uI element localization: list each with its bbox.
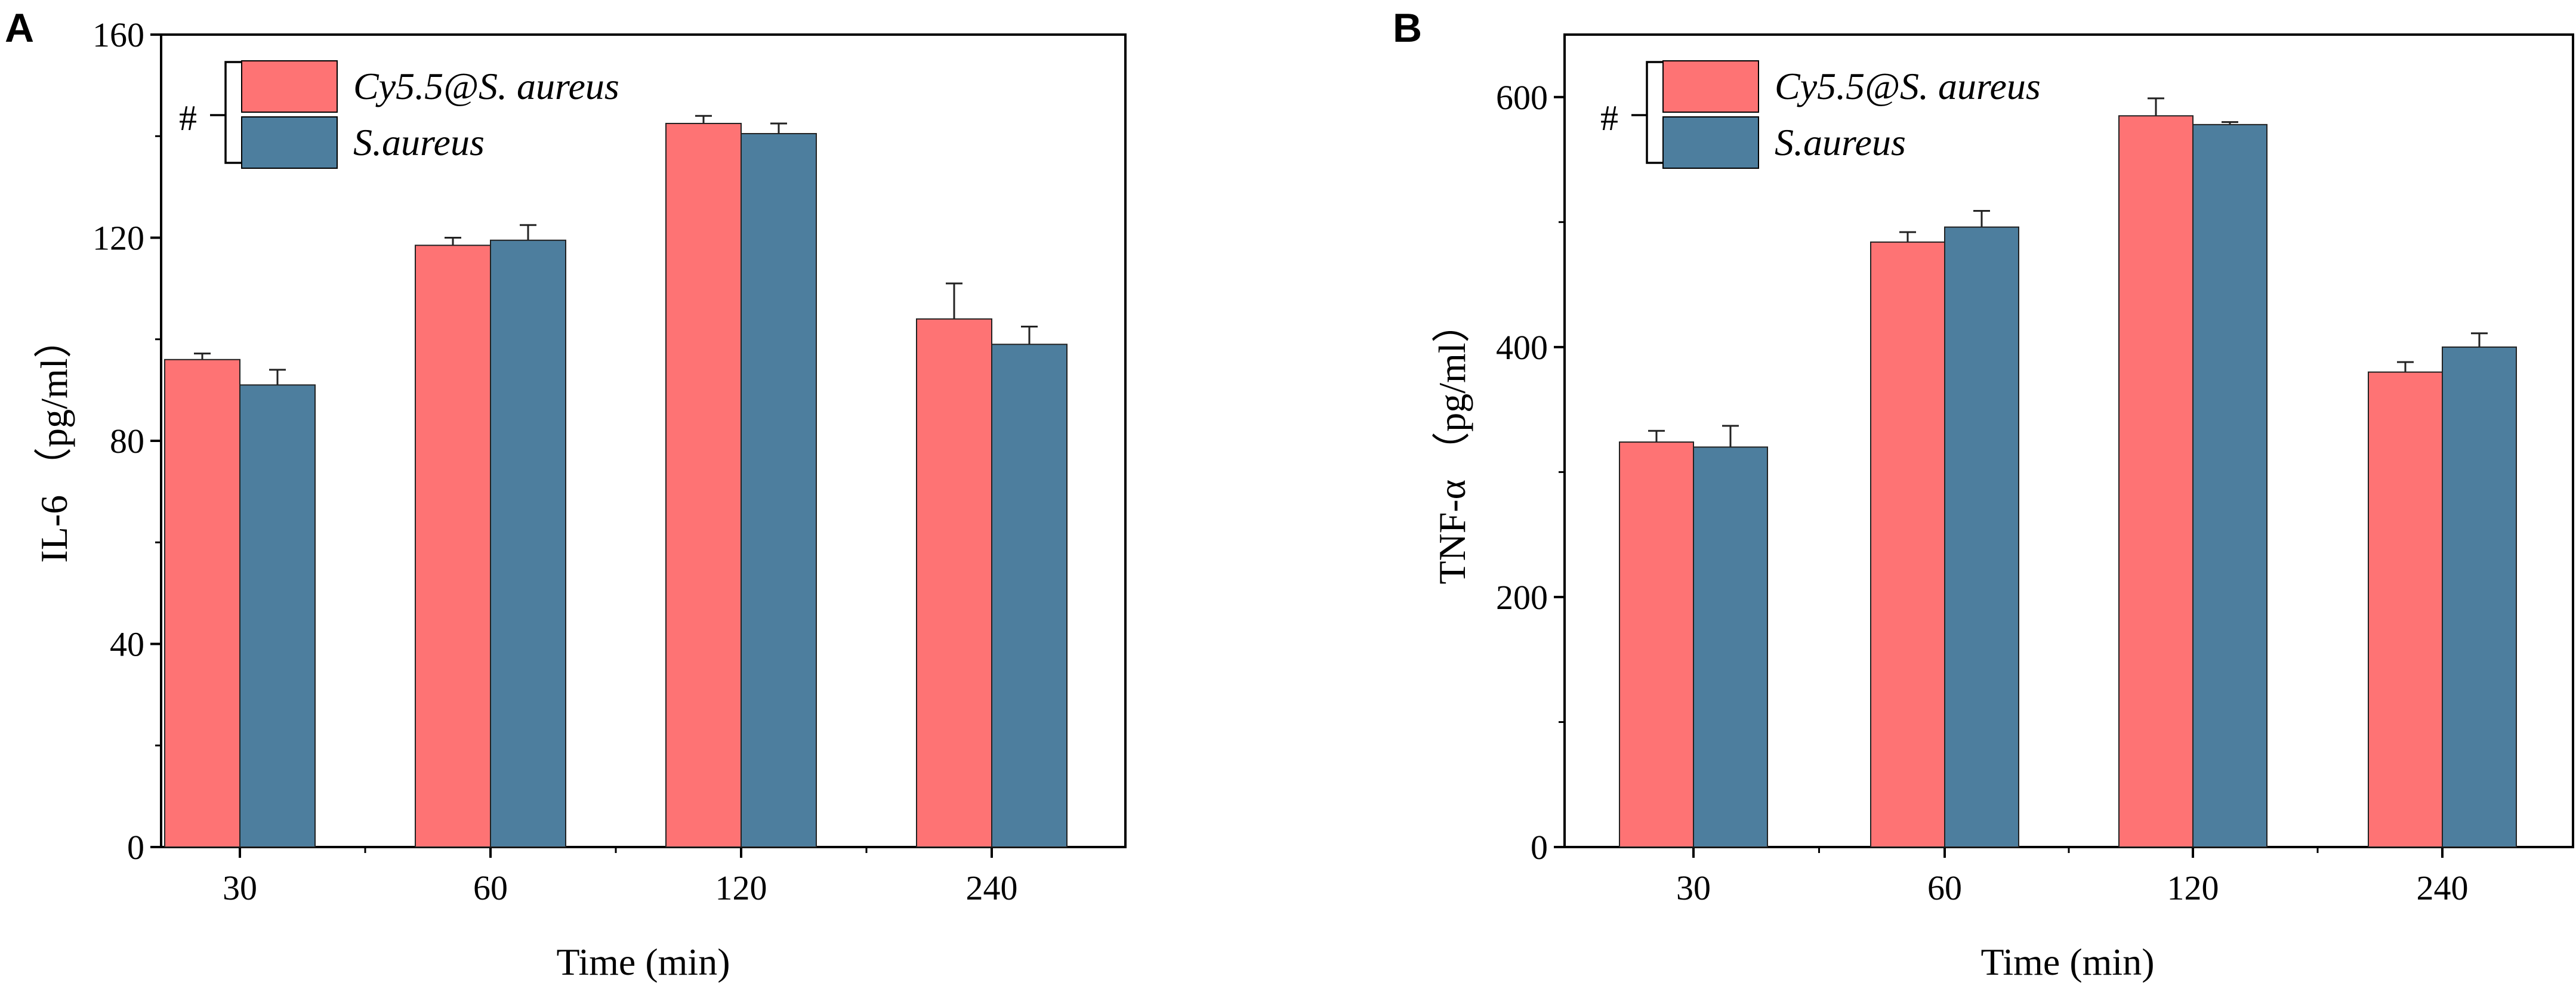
y-axis-ticks: 0 40 80 120 160: [92, 16, 161, 867]
legend-swatch-series-2: [241, 116, 338, 169]
bar-series-1-120: [2118, 115, 2194, 848]
bar-series-1-60: [1870, 241, 1945, 848]
bar-series-1-240: [2368, 371, 2443, 848]
x-tick-label: 240: [966, 869, 1018, 907]
bar-series-1-60: [415, 245, 491, 848]
x-tick-label: 30: [223, 869, 257, 907]
x-axis-ticks: 30 60 120 240: [1676, 847, 2469, 907]
legend-swatch-series-1: [241, 60, 338, 113]
legend-label-series-2: S.aureus: [1775, 121, 1906, 163]
legend-label-series-1: Cy5.5@S. aureus: [1775, 65, 2041, 107]
y-tick-label: 200: [1496, 578, 1548, 617]
y-axis-ticks: 0 200 400 600: [1496, 78, 1565, 867]
bar-series-2-60: [490, 239, 566, 848]
x-tick-label: 120: [2167, 869, 2219, 907]
chart-panel-a: A 0 40 80 120 160 30 60 120 240 IL-6 （pg/ml） Ti…: [5, 5, 1127, 983]
y-axis-title: IL-6 （pg/ml）: [33, 320, 75, 563]
y-tick-label: 40: [110, 625, 144, 664]
bars: [164, 122, 1068, 848]
y-tick-label: 120: [92, 219, 144, 258]
x-tick-label: 60: [1927, 869, 1962, 907]
x-tick-label: 120: [715, 869, 767, 907]
legend: # Cy5.5@S. aureus S.aureus: [1600, 60, 2041, 169]
legend: # Cy5.5@S. aureus S.aureus: [179, 60, 619, 169]
legend-label-series-1: Cy5.5@S. aureus: [353, 65, 619, 107]
panel-letter: A: [5, 5, 34, 51]
legend-hash-marker: #: [179, 98, 197, 138]
bar-series-1-30: [1619, 441, 1694, 848]
legend-swatch-series-2: [1662, 116, 1759, 169]
y-tick-label: 0: [1531, 828, 1548, 867]
panel-letter: B: [1393, 5, 1422, 51]
y-tick-label: 0: [127, 828, 144, 867]
bar-series-1-240: [916, 318, 992, 848]
bar-series-2-240: [2442, 346, 2517, 848]
x-axis-title: Time (min): [557, 941, 730, 983]
legend-label-series-2: S.aureus: [353, 121, 485, 163]
legend-hash-marker: #: [1600, 98, 1618, 138]
bar-series-2-120: [741, 132, 817, 848]
x-axis-ticks: 30 60 120 240: [223, 847, 1018, 907]
legend-bracket: [224, 61, 242, 164]
y-axis-title: TNF-α （pg/ml）: [1431, 304, 1473, 584]
bar-series-1-30: [164, 359, 240, 848]
chart-panel-b: B 0 200 400 600 30 60 120 240 TNF-α （pg/ml） Ti…: [1393, 5, 2574, 983]
x-tick-label: 30: [1676, 869, 1711, 907]
y-tick-label: 600: [1496, 78, 1548, 117]
x-tick-label: 60: [473, 869, 508, 907]
error-bars: [1648, 97, 2488, 447]
y-tick-label: 400: [1496, 328, 1548, 367]
bar-series-1-120: [665, 122, 742, 848]
legend-swatch-series-1: [1662, 60, 1759, 113]
error-bars: [194, 115, 1038, 385]
bar-series-2-240: [991, 344, 1068, 848]
x-tick-label: 240: [2417, 869, 2469, 907]
bar-series-2-30: [239, 384, 316, 848]
bar-series-2-120: [2192, 123, 2268, 848]
bars: [1619, 115, 2517, 848]
legend-bracket: [1646, 61, 1663, 164]
y-tick-label: 80: [110, 422, 144, 461]
bar-series-2-30: [1693, 446, 1768, 848]
x-axis-title: Time (min): [1981, 941, 2155, 983]
y-tick-label: 160: [92, 16, 144, 54]
bar-series-2-60: [1944, 226, 2019, 848]
